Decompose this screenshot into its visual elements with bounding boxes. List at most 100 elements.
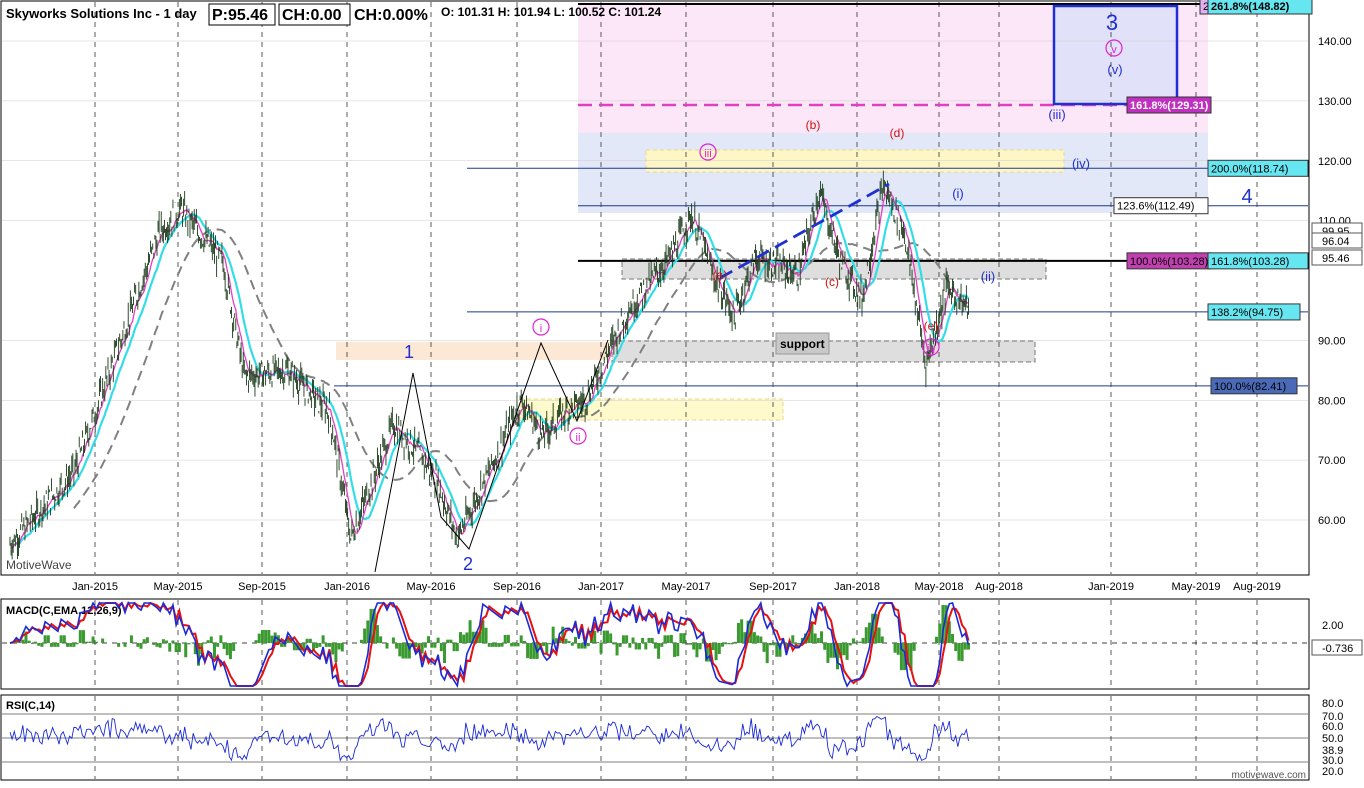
macd-hist-bar xyxy=(721,643,724,647)
macd-hist-bar xyxy=(641,638,644,643)
macd-hist-bar xyxy=(334,643,337,662)
rsi-panel xyxy=(1,695,1309,780)
change-readout: CH:0.00 xyxy=(282,7,342,24)
macd-hist-bar xyxy=(360,640,363,643)
macd-hist-bar xyxy=(443,643,446,663)
wave-d: (d) xyxy=(890,126,905,140)
macd-hist-bar xyxy=(820,631,823,643)
macd-hist-bar xyxy=(398,643,401,656)
macd-hist-bar xyxy=(207,640,210,643)
macd-hist-bar xyxy=(424,643,427,648)
wave-iii-circ: iii xyxy=(704,148,711,160)
date-tick-label: May-2015 xyxy=(154,581,203,593)
wave-iii-par: (iii) xyxy=(1048,107,1065,122)
date-tick-label: May-2016 xyxy=(407,581,456,593)
macd-hist-bar xyxy=(341,643,344,651)
macd-hist-bar xyxy=(852,638,855,643)
chart-title: Skyworks Solutions Inc - 1 day xyxy=(6,6,197,21)
macd-hist-bar xyxy=(184,643,187,657)
zone-orange xyxy=(336,342,611,360)
wave-a: (a) xyxy=(713,268,728,282)
macd-hist-bar xyxy=(328,643,331,647)
macd-hist-bar xyxy=(101,639,104,643)
macd-hist-bar xyxy=(753,632,756,643)
macd-hist-bar xyxy=(964,643,967,650)
date-tick-label: Aug-2018 xyxy=(975,581,1023,593)
wave-v-par: (v) xyxy=(1107,62,1122,77)
macd-hist-bar xyxy=(430,643,433,648)
macd-hist-bar xyxy=(625,635,628,643)
macd-hist-bar xyxy=(95,642,98,643)
macd-tick-label: 2.00 xyxy=(1322,620,1343,632)
macd-hist-bar xyxy=(673,643,676,657)
macd-hist-bar xyxy=(433,643,436,648)
macd-hist-bar xyxy=(82,630,85,643)
macd-hist-bar xyxy=(40,643,43,647)
wave-c: (c) xyxy=(825,275,839,289)
macd-hist-bar xyxy=(376,625,379,643)
macd-hist-bar xyxy=(718,643,721,654)
date-tick-label: Sep-2017 xyxy=(749,581,797,593)
rsi-tick-label: 60.0 xyxy=(1322,721,1343,733)
macd-hist-bar xyxy=(951,634,954,643)
macd-hist-bar xyxy=(440,643,443,651)
macd-hist-bar xyxy=(772,643,775,645)
macd-hist-bar xyxy=(679,633,682,643)
macd-hist-bar xyxy=(159,643,162,648)
macd-hist-bar xyxy=(501,643,504,647)
macd-hist-bar xyxy=(660,643,663,647)
macd-hist-bar xyxy=(513,643,516,646)
macd-hist-bar xyxy=(392,637,395,643)
macd-hist-bar xyxy=(28,641,31,643)
macd-hist-bar xyxy=(219,635,222,643)
wave-2-label: 2 xyxy=(463,554,473,574)
macd-hist-bar xyxy=(261,630,264,643)
macd-hist-bar xyxy=(178,643,181,652)
macd-hist-bar xyxy=(488,643,491,647)
macd-hist-bar xyxy=(830,643,833,658)
macd-hist-bar xyxy=(325,643,328,647)
macd-hist-bar xyxy=(229,643,232,659)
date-tick-label: May-2018 xyxy=(915,581,964,593)
macd-hist-bar xyxy=(587,643,590,646)
macd-hist-bar xyxy=(504,635,507,643)
macd-hist-bar xyxy=(37,643,40,646)
macd-hist-bar xyxy=(756,635,759,643)
macd-hist-bar xyxy=(731,643,734,644)
price-readout: P:95.46 xyxy=(212,7,268,24)
wave-i-circ: i xyxy=(540,323,542,335)
macd-hist-bar xyxy=(654,643,657,649)
wave-4-label: 4 xyxy=(1241,186,1252,208)
macd-hist-bar xyxy=(363,629,366,643)
macd-hist-bar xyxy=(574,637,577,643)
macd-hist-bar xyxy=(520,635,523,643)
macd-hist-bar xyxy=(143,639,146,643)
macd-hist-bar xyxy=(267,630,270,643)
date-tick-label: Sep-2015 xyxy=(238,581,286,593)
macd-hist-bar xyxy=(769,643,772,645)
date-tick-label: Jan-2018 xyxy=(834,581,880,593)
macd-hist-bar xyxy=(676,643,679,656)
wave-3-label: 3 xyxy=(1106,10,1118,35)
macd-hist-bar xyxy=(69,643,72,647)
macd-hist-bar xyxy=(897,643,900,655)
macd-hist-bar xyxy=(699,643,702,649)
macd-hist-bar xyxy=(638,643,641,649)
macd-hist-bar xyxy=(171,641,174,643)
macd-hist-bar xyxy=(823,643,826,650)
macd-hist-bar xyxy=(63,635,66,643)
macd-title: MACD(C,EMA,12,26,9) xyxy=(6,605,122,617)
macd-hist-bar xyxy=(165,641,168,643)
macd-hist-bar xyxy=(306,639,309,643)
macd-hist-bar xyxy=(338,643,341,649)
macd-hist-bar xyxy=(826,643,829,663)
macd-hist-bar xyxy=(139,643,142,649)
macd-hist-bar xyxy=(878,628,881,643)
macd-hist-bar xyxy=(644,643,647,649)
macd-hist-bar xyxy=(957,643,960,661)
date-tick-label: Sep-2016 xyxy=(493,581,541,593)
fib-100-low: 100.0%(82.41) xyxy=(1214,381,1286,393)
macd-hist-bar xyxy=(459,632,462,643)
rsi-tick-label: 80.0 xyxy=(1322,698,1343,710)
